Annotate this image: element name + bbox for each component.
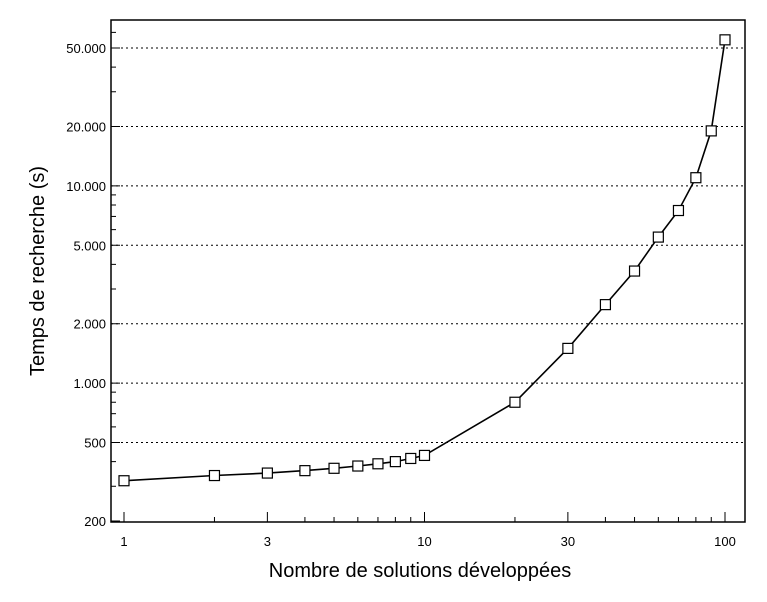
data-point (328, 462, 340, 474)
data-point (118, 475, 130, 487)
data-point (418, 449, 431, 462)
y-tick-label: 5.000 (73, 238, 106, 253)
data-point (652, 231, 664, 243)
data-point (599, 299, 612, 311)
data-point (261, 467, 273, 479)
data-point (299, 465, 311, 477)
y-tick-label: 2.000 (73, 317, 106, 332)
data-point (672, 204, 685, 217)
y-tick-label: 50.000 (66, 41, 106, 56)
x-tick-label: 1 (120, 534, 127, 549)
x-tick-label: 30 (561, 534, 575, 549)
data-point (562, 342, 574, 354)
y-tick-label: 500 (84, 436, 106, 451)
data-point (208, 469, 221, 482)
y-axis-title: Temps de recherche (s) (27, 166, 49, 376)
y-tick-label: 20.000 (66, 119, 106, 134)
y-tick-label: 10.000 (66, 179, 106, 194)
data-point (509, 396, 521, 408)
data-point (705, 125, 717, 137)
x-tick-label: 100 (714, 534, 736, 549)
x-axis: 1 3 10 30 100 (120, 512, 736, 549)
x-tick-label: 3 (264, 534, 271, 549)
data-point (405, 452, 417, 465)
data-point (719, 34, 731, 46)
data-point (690, 172, 702, 184)
data-point (352, 460, 364, 472)
plot-area (110, 19, 746, 523)
data-point (389, 456, 401, 468)
series-markers (118, 34, 731, 487)
data-point (628, 265, 641, 277)
y-tick-label: 1.000 (73, 376, 106, 391)
x-tick-label: 10 (417, 534, 431, 549)
grid-lines (111, 47, 745, 444)
x-axis-title: Nombre de solutions développées (269, 560, 571, 582)
y-axis: 200 500 1.000 2.000 5.000 10.000 20.000 50.000 (66, 31, 120, 529)
y-tick-label: 200 (84, 514, 106, 529)
data-point (372, 458, 384, 470)
